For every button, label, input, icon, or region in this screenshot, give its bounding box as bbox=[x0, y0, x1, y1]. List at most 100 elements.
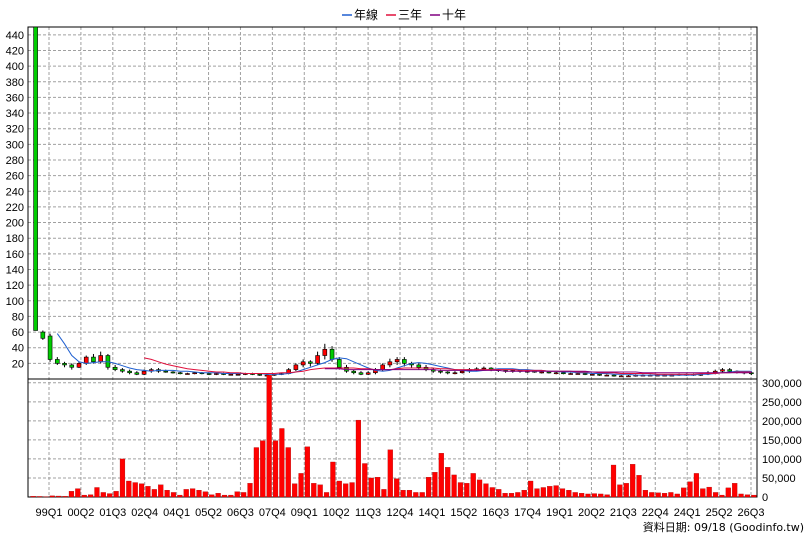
volume-bar bbox=[75, 488, 81, 498]
volume-bar bbox=[668, 492, 674, 498]
price-tick-label: 120 bbox=[6, 280, 24, 292]
volume-bar bbox=[540, 487, 546, 498]
price-tick-label: 60 bbox=[12, 327, 24, 339]
volume-bar bbox=[559, 488, 566, 498]
volume-tick-label: 200,000 bbox=[762, 416, 802, 428]
x-tick-label: 02Q4 bbox=[131, 507, 158, 519]
volume-bar bbox=[502, 493, 508, 498]
candle bbox=[83, 356, 89, 364]
volume-bar bbox=[406, 489, 413, 498]
x-tick-label: 25Q2 bbox=[706, 507, 733, 519]
x-tick-label: 20Q2 bbox=[578, 507, 605, 519]
volume-bar bbox=[591, 493, 597, 498]
volume-bar bbox=[464, 483, 470, 498]
volume-bar bbox=[94, 487, 100, 498]
volume-bar bbox=[113, 491, 119, 498]
volume-bar bbox=[100, 492, 106, 498]
price-tick-label: 300 bbox=[6, 139, 24, 151]
volume-bar bbox=[368, 477, 374, 498]
price-tick-label: 380 bbox=[6, 77, 24, 89]
volume-bar bbox=[145, 486, 151, 498]
volume-bar bbox=[202, 491, 208, 498]
volume-bar bbox=[88, 494, 94, 498]
volume-bar bbox=[241, 492, 247, 498]
candle bbox=[300, 361, 306, 366]
volume-bar bbox=[260, 440, 266, 498]
candle bbox=[416, 364, 422, 368]
volume-bar bbox=[636, 475, 642, 498]
price-tick-label: 400 bbox=[6, 61, 24, 73]
volume-bar bbox=[119, 458, 126, 498]
price-tick-label: 20 bbox=[12, 358, 24, 370]
price-tick-label: 180 bbox=[6, 233, 24, 245]
volume-bar bbox=[234, 491, 240, 498]
volume-bar bbox=[457, 482, 464, 498]
candle bbox=[336, 359, 342, 368]
candle bbox=[561, 372, 566, 375]
volume-bar bbox=[126, 480, 132, 498]
volume-bar bbox=[343, 483, 349, 498]
volume-bar bbox=[566, 489, 572, 498]
volume-bar bbox=[355, 419, 361, 498]
volume-bar bbox=[30, 496, 36, 498]
candle bbox=[62, 363, 67, 366]
candle bbox=[438, 370, 443, 373]
volume-bar bbox=[706, 486, 712, 498]
volume-bar bbox=[674, 493, 680, 498]
volume-bar bbox=[381, 489, 387, 498]
candle bbox=[604, 374, 610, 377]
volume-bar bbox=[285, 447, 291, 498]
volume-bar bbox=[349, 482, 355, 498]
volume-bar bbox=[744, 494, 751, 498]
price-tick-label: 360 bbox=[6, 92, 24, 104]
volume-bar bbox=[151, 489, 157, 498]
x-tick-label: 22Q4 bbox=[642, 507, 669, 519]
volume-bar bbox=[470, 473, 476, 498]
candle bbox=[597, 374, 602, 376]
volume-bar bbox=[572, 492, 578, 498]
volume-bar bbox=[642, 489, 648, 498]
candle bbox=[582, 373, 588, 375]
volume-bar bbox=[751, 494, 757, 498]
candle bbox=[481, 367, 487, 370]
x-tick-label: 12Q4 bbox=[387, 507, 414, 519]
volume-bar bbox=[190, 488, 196, 498]
volume-bar bbox=[132, 482, 138, 498]
price-panel-frame bbox=[27, 26, 758, 380]
candle bbox=[575, 373, 581, 375]
candle bbox=[445, 371, 451, 374]
volume-bar bbox=[649, 492, 655, 498]
x-tick-label: 16Q3 bbox=[482, 507, 509, 519]
x-tick-label: 00Q2 bbox=[67, 507, 94, 519]
volume-bar bbox=[253, 447, 259, 498]
candle bbox=[170, 371, 176, 374]
volume-bar bbox=[598, 493, 604, 498]
candle bbox=[546, 371, 552, 374]
volume-bar bbox=[107, 493, 113, 498]
legend-label: 十年 bbox=[442, 8, 466, 22]
volume-bar bbox=[394, 478, 400, 498]
price-tick-label: 260 bbox=[6, 171, 24, 183]
candle bbox=[76, 363, 82, 368]
x-tick-label: 11Q3 bbox=[355, 507, 381, 519]
x-tick-label: 26Q3 bbox=[738, 507, 765, 519]
candle bbox=[452, 372, 458, 375]
volume-tick-label: 150,000 bbox=[762, 435, 802, 447]
x-tick-label: 09Q1 bbox=[291, 507, 318, 519]
volume-bar bbox=[49, 495, 55, 498]
volume-bar bbox=[317, 484, 323, 498]
volume-bar bbox=[177, 494, 183, 498]
volume-bar bbox=[528, 480, 534, 498]
volume-bar bbox=[279, 428, 285, 498]
price-tick-label: 320 bbox=[6, 124, 24, 136]
data-date-credit: 資料日期: 09/18 (Goodinfo.tw) bbox=[643, 520, 804, 534]
volume-bar bbox=[432, 472, 438, 498]
volume-tick-label: 300,000 bbox=[762, 378, 802, 390]
candle bbox=[727, 369, 732, 372]
volume-bar bbox=[687, 481, 693, 498]
candle bbox=[380, 364, 385, 370]
volume-bar bbox=[655, 492, 661, 498]
volume-bar bbox=[732, 483, 738, 498]
volume-bar bbox=[292, 483, 298, 498]
candle bbox=[459, 370, 465, 374]
